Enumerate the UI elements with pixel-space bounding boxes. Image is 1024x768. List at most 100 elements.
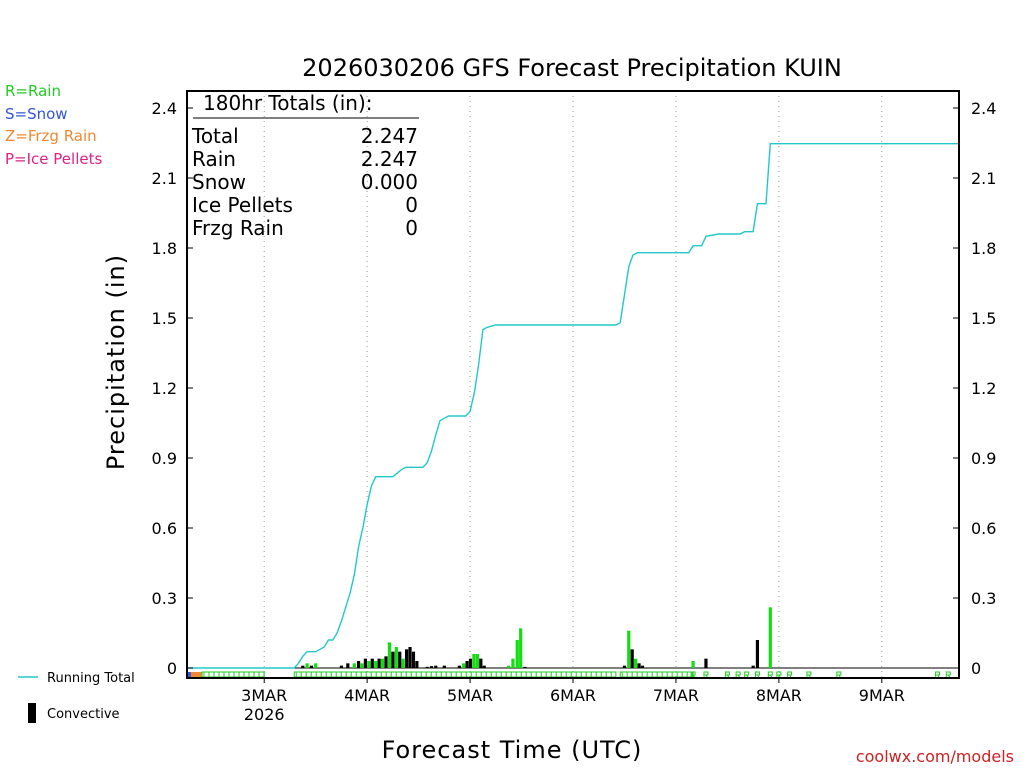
credit-text: coolwx.com/models bbox=[856, 747, 1014, 766]
y-tick-label: 0.6 bbox=[971, 519, 996, 538]
rain-bar bbox=[475, 654, 479, 668]
rain-bar bbox=[691, 661, 695, 668]
convective-bar bbox=[356, 661, 361, 668]
y-tick-label: 1.5 bbox=[152, 309, 177, 328]
convective-bar bbox=[429, 666, 434, 668]
convective-bar bbox=[457, 665, 461, 668]
convective-bar bbox=[370, 658, 374, 668]
totals-label: Snow bbox=[192, 170, 246, 194]
frzg-rain-marks bbox=[189, 672, 203, 677]
legend-convective: Convective bbox=[47, 707, 120, 722]
convective-bar bbox=[408, 647, 412, 668]
totals-value: 0.000 bbox=[361, 170, 418, 194]
convective-bar bbox=[523, 666, 527, 668]
rain-bar bbox=[305, 663, 309, 668]
convective-bar bbox=[384, 656, 388, 668]
series-legend: Running Total Convective bbox=[18, 671, 135, 723]
y-tick-label: 2.1 bbox=[971, 169, 996, 188]
totals-label: Frzg Rain bbox=[192, 216, 284, 240]
totals-box: 180hr Totals (in): Total 2.247 Rain 2.24… bbox=[191, 91, 419, 240]
rain-bar bbox=[507, 665, 511, 668]
legend-rain: R=Rain bbox=[5, 82, 61, 100]
convective-bar bbox=[482, 665, 486, 668]
convective-bar bbox=[415, 661, 419, 668]
rain-bar bbox=[472, 654, 476, 668]
x-axis-label: Forecast Time (UTC) bbox=[382, 736, 643, 764]
legend-running-total: Running Total bbox=[47, 671, 135, 686]
x-tick-label: 4MAR bbox=[344, 686, 390, 705]
y-tick-label: 1.8 bbox=[971, 239, 996, 258]
convective-bar bbox=[301, 665, 305, 668]
y-tick-label: 2.1 bbox=[152, 169, 177, 188]
y-tick-label: 0.9 bbox=[152, 449, 177, 468]
snow-mark bbox=[187, 672, 191, 677]
plot-frame bbox=[186, 90, 960, 679]
chart-title: 2026030206 GFS Forecast Precipitation KU… bbox=[302, 54, 842, 82]
y-tick-label: 0.3 bbox=[971, 589, 996, 608]
legend-frzg-rain: Z=Frzg Rain bbox=[5, 127, 97, 145]
y-ticks-left: 0 0.3 0.6 0.9 1.2 1.5 1.8 2.1 2.4 bbox=[152, 99, 193, 678]
y-axis-label: Precipitation (in) bbox=[102, 254, 130, 470]
legend-snow: S=Snow bbox=[5, 105, 68, 123]
y-tick-label: 1.5 bbox=[971, 309, 996, 328]
x-tick-label: 6MAR bbox=[550, 686, 596, 705]
convective-bar bbox=[704, 658, 708, 668]
rain-bar bbox=[462, 663, 466, 668]
y-tick-label: 1.2 bbox=[971, 379, 996, 398]
gridlines bbox=[187, 91, 959, 678]
rain-bar bbox=[380, 658, 385, 668]
totals-label: Rain bbox=[192, 147, 236, 171]
y-tick-label: 0.6 bbox=[152, 519, 177, 538]
rain-bar bbox=[314, 663, 318, 668]
convective-swatch bbox=[28, 703, 36, 723]
y-ticks-right: 0 0.3 0.6 0.9 1.2 1.5 1.8 2.1 2.4 bbox=[953, 99, 996, 678]
rain-bar bbox=[374, 661, 378, 668]
totals-value: 2.247 bbox=[361, 124, 418, 148]
x-tick-label: 3MAR bbox=[241, 686, 287, 705]
rain-bar bbox=[401, 658, 405, 668]
y-tick-label: 2.4 bbox=[971, 99, 996, 118]
convective-bar bbox=[630, 649, 634, 668]
x-tick-year: 2026 bbox=[244, 705, 285, 724]
convective-bar bbox=[425, 666, 429, 668]
rain-bar bbox=[360, 663, 364, 668]
convective-bar bbox=[465, 661, 469, 668]
rain-marks bbox=[293, 671, 617, 678]
convective-bar bbox=[468, 658, 473, 668]
convective-bar bbox=[637, 663, 641, 668]
x-tick-label: 8MAR bbox=[756, 686, 802, 705]
convective-bar bbox=[377, 658, 381, 668]
totals-label: Total bbox=[191, 124, 239, 148]
rain-bar bbox=[387, 642, 392, 668]
rain-bar bbox=[519, 628, 523, 668]
totals-header: 180hr Totals (in): bbox=[203, 91, 373, 115]
convective-bar bbox=[622, 665, 627, 668]
y-tick-label: 1.8 bbox=[152, 239, 177, 258]
convective-bar bbox=[411, 651, 416, 668]
rain-bar bbox=[511, 658, 515, 668]
convective-bar bbox=[339, 665, 343, 668]
convective-bar bbox=[398, 651, 402, 668]
legend-ice-pellets: P=Ice Pellets bbox=[5, 150, 102, 168]
x-tick-label: 5MAR bbox=[447, 686, 493, 705]
rain-bar bbox=[367, 661, 371, 668]
rain-bar bbox=[515, 640, 519, 668]
bar-series bbox=[301, 607, 772, 668]
rain-bar bbox=[634, 658, 638, 668]
y-tick-label: 2.4 bbox=[152, 99, 177, 118]
rain-bar bbox=[394, 647, 398, 668]
totals-label: Ice Pellets bbox=[192, 193, 293, 217]
convective-bar bbox=[755, 640, 760, 668]
convective-bar bbox=[309, 665, 313, 668]
y-tick-label: 1.2 bbox=[152, 379, 177, 398]
convective-bar bbox=[363, 658, 368, 668]
convective-bar bbox=[640, 665, 645, 668]
y-tick-label: 0.3 bbox=[152, 589, 177, 608]
rain-bar bbox=[352, 663, 356, 668]
y-tick-label: 0 bbox=[167, 659, 177, 678]
y-tick-label: 0 bbox=[971, 659, 981, 678]
convective-bar bbox=[442, 665, 446, 668]
y-tick-label: 0.9 bbox=[971, 449, 996, 468]
